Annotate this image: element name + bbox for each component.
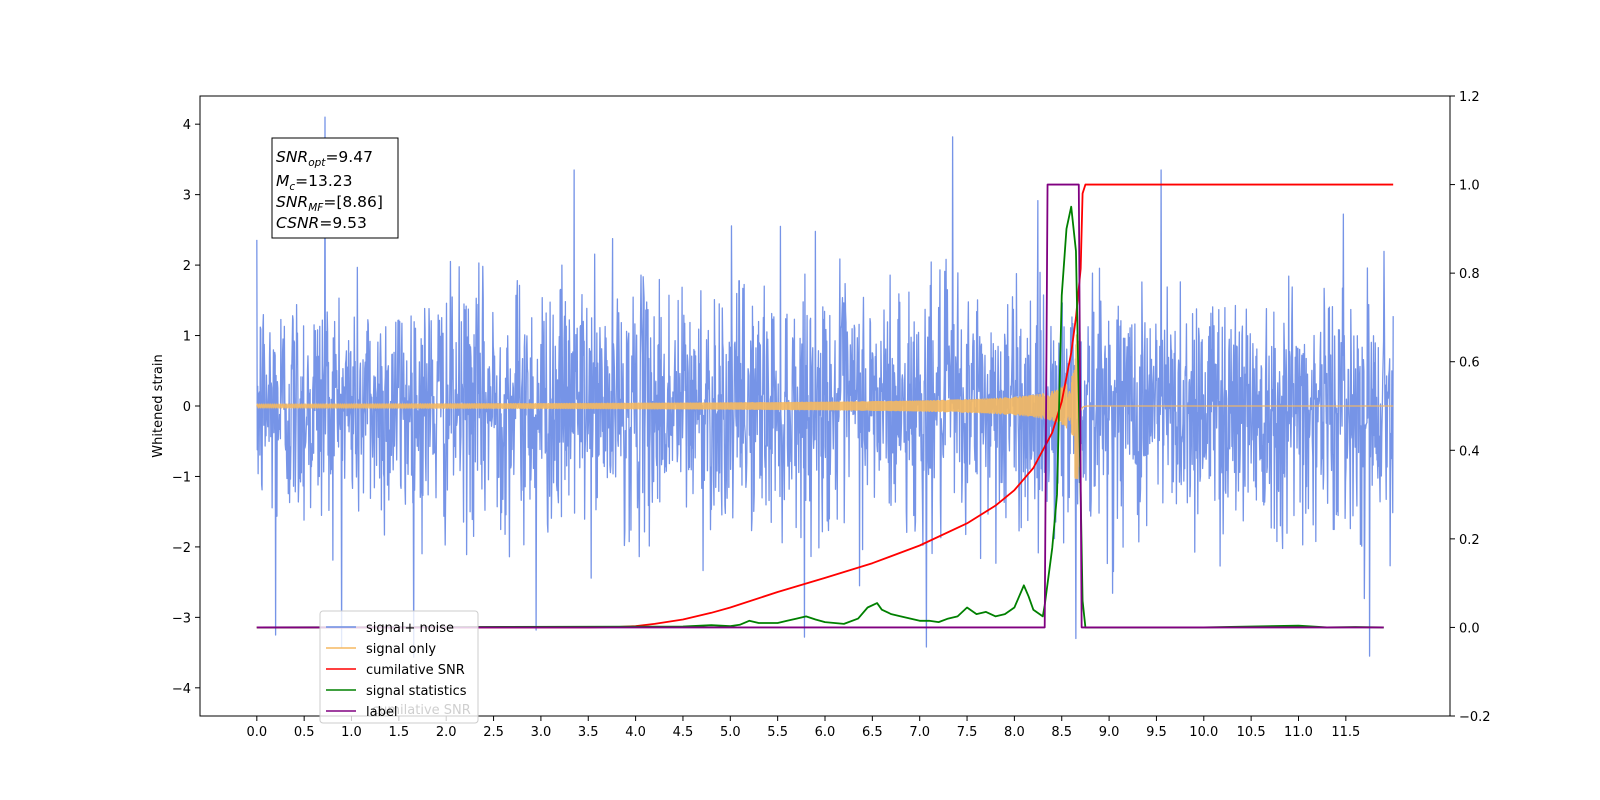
annotation-mc: Mc=13.23: [276, 172, 353, 193]
x-tick-label: 7.5: [957, 725, 978, 740]
annotation-box: SNRopt=9.47 Mc=13.23 SNRMF=[8.86] CSNR=9…: [271, 137, 399, 239]
y-right-tick-label: 0.6: [1459, 356, 1480, 371]
annotation-snr-mf: SNRMF=[8.86]: [276, 193, 383, 214]
y-left-tick-label: −2: [172, 541, 191, 556]
x-tick-label: 11.0: [1284, 725, 1313, 740]
annotation-snr-opt: SNRopt=9.47: [276, 148, 373, 169]
x-axis: 0.0 0.5 1.0 1.5 2.0 2.5 3.0 3.5 4.0 4.5 5.0 5.5 6.0 6…: [246, 716, 1360, 740]
legend-frame: [319, 610, 479, 724]
y-axis-left: −4 −3 −2 −1 0 1 2 3 4: [172, 118, 200, 697]
y-left-tick-label: −1: [172, 470, 191, 485]
x-tick-label: 11.5: [1331, 725, 1360, 740]
y-left-tick-label: 4: [183, 118, 191, 133]
x-tick-label: 5.5: [767, 725, 788, 740]
x-tick-label: 8.0: [1004, 725, 1025, 740]
legend-overlapped-text: cumilative SNR: [372, 703, 471, 718]
x-tick-label: 6.5: [862, 725, 883, 740]
y-left-tick-label: −4: [172, 682, 191, 697]
x-tick-label: 2.0: [436, 725, 457, 740]
y-right-tick-label: 0.4: [1459, 444, 1480, 459]
y-left-tick-label: −3: [172, 611, 191, 626]
legend-label-signal: signal only: [366, 642, 436, 657]
series-line-label: [256, 183, 1384, 629]
x-tick-label: 0.0: [246, 725, 267, 740]
y-right-tick-label: 0.8: [1459, 267, 1480, 282]
y-right-tick-label: 1.0: [1459, 179, 1480, 194]
y-left-tick-label: 3: [183, 189, 191, 204]
x-tick-label: 9.5: [1146, 725, 1167, 740]
y-axis-label: Whitened strain: [151, 354, 166, 457]
x-tick-label: 9.0: [1099, 725, 1120, 740]
y-left-tick-label: 2: [183, 259, 191, 274]
x-tick-label: 2.5: [483, 725, 504, 740]
x-tick-label: 8.5: [1051, 725, 1072, 740]
x-tick-label: 4.5: [673, 725, 694, 740]
y-left-tick-label: 1: [183, 330, 191, 345]
y-right-tick-label: 1.2: [1459, 90, 1480, 105]
annotation-csnr: CSNR=9.53: [276, 214, 367, 232]
x-tick-label: 10.5: [1237, 725, 1266, 740]
x-tick-label: 6.0: [815, 725, 836, 740]
legend-label-cumulative-snr: cumilative SNR: [366, 663, 465, 678]
x-tick-label: 1.0: [341, 725, 362, 740]
y-left-tick-label: 0: [183, 400, 191, 415]
y-right-tick-label: −0.2: [1459, 710, 1491, 725]
x-tick-label: 4.0: [625, 725, 646, 740]
series-layer: [256, 116, 1394, 658]
y-right-tick-label: 0.2: [1459, 533, 1480, 548]
legend-label-signal-statistics: signal statistics: [366, 684, 467, 699]
series-line-signal-only: [256, 331, 1394, 480]
legend: cumilative SNR signal+ noise signal only…: [319, 610, 479, 724]
y-right-tick-label: 0.0: [1459, 621, 1480, 636]
series-line-signal-statistics: [256, 205, 1384, 629]
legend-label-noise: signal+ noise: [366, 621, 454, 636]
x-tick-label: 3.5: [578, 725, 599, 740]
x-tick-label: 1.5: [389, 725, 410, 740]
x-tick-label: 10.0: [1189, 725, 1218, 740]
x-tick-label: 3.0: [531, 725, 552, 740]
x-tick-label: 7.0: [909, 725, 930, 740]
x-tick-label: 5.0: [720, 725, 741, 740]
legend-label-label: label: [366, 705, 397, 720]
x-tick-label: 0.5: [294, 725, 315, 740]
y-axis-right: −0.2 0.0 0.2 0.4 0.6 0.8 1.0 1.2: [1450, 90, 1491, 725]
series-line-signal-noise: [256, 116, 1394, 658]
